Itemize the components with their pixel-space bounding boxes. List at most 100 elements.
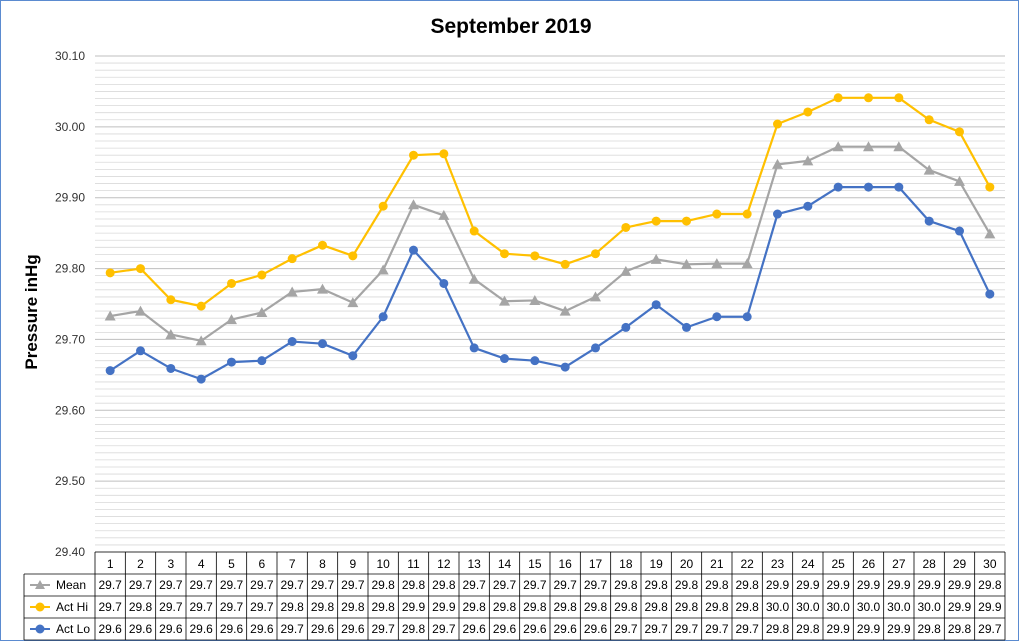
- x-category-label: 29: [953, 557, 967, 571]
- data-point: [317, 283, 328, 294]
- data-point: [620, 265, 632, 276]
- data-point: [923, 164, 935, 175]
- x-category-label: 2: [137, 557, 144, 571]
- data-point: [256, 307, 268, 318]
- data-point: [954, 175, 965, 186]
- table-cell: 29.7: [280, 622, 304, 636]
- data-point: [438, 209, 450, 220]
- data-point: [621, 322, 631, 332]
- table-cell: 29.6: [98, 622, 122, 636]
- table-cell: 29.7: [462, 578, 486, 592]
- table-cell: 29.8: [644, 578, 668, 592]
- data-point: [803, 201, 813, 211]
- data-point: [560, 259, 570, 269]
- data-point: [227, 357, 236, 367]
- data-point: [166, 363, 176, 373]
- data-point: [651, 216, 661, 226]
- data-point: [924, 115, 934, 125]
- legend-label: Act Hi: [56, 600, 88, 614]
- data-point: [742, 209, 752, 219]
- table-cell: 29.7: [280, 578, 304, 592]
- y-tick-label: 29.90: [55, 191, 85, 205]
- table-cell: 29.7: [371, 622, 395, 636]
- x-category-label: 17: [589, 557, 603, 571]
- table-cell: 29.9: [857, 578, 881, 592]
- table-cell: 29.7: [705, 622, 729, 636]
- table-cell: 29.8: [948, 622, 972, 636]
- data-point: [286, 286, 298, 297]
- table-cell: 29.6: [250, 622, 274, 636]
- x-category-label: 8: [319, 557, 326, 571]
- data-point: [742, 312, 752, 322]
- table-cell: 30.0: [766, 600, 790, 614]
- table-cell: 29.9: [432, 600, 456, 614]
- data-point: [651, 300, 661, 310]
- table-cell: 29.8: [371, 578, 395, 592]
- table-cell: 29.7: [159, 600, 183, 614]
- data-point: [287, 337, 297, 347]
- table-cell: 29.6: [341, 622, 365, 636]
- data-point: [500, 249, 509, 259]
- table-cell: 29.8: [129, 600, 153, 614]
- x-category-label: 10: [376, 557, 390, 571]
- table-cell: 29.8: [796, 622, 820, 636]
- data-point: [468, 273, 480, 284]
- x-category-label: 9: [349, 557, 356, 571]
- table-cell: 29.9: [796, 578, 820, 592]
- x-category-label: 20: [680, 557, 694, 571]
- legend-key-marker: [35, 624, 45, 634]
- table-cell: 29.7: [978, 622, 1002, 636]
- data-point: [348, 351, 358, 361]
- data-point: [864, 93, 873, 103]
- table-cell: 29.8: [402, 578, 426, 592]
- data-point: [894, 93, 904, 103]
- data-point: [377, 264, 389, 275]
- legend-label: Act Lo: [56, 622, 90, 636]
- data-point: [530, 251, 540, 261]
- x-category-label: 13: [467, 557, 481, 571]
- x-category-label: 15: [528, 557, 542, 571]
- data-point: [469, 343, 479, 353]
- data-point: [985, 289, 995, 299]
- data-point: [955, 226, 964, 236]
- data-point: [500, 354, 509, 364]
- table-cell: 29.8: [705, 578, 729, 592]
- data-point: [226, 314, 237, 325]
- table-cell: 29.7: [644, 622, 668, 636]
- x-category-label: 6: [258, 557, 265, 571]
- x-category-label: 19: [649, 557, 663, 571]
- gridlines: [95, 55, 1005, 553]
- table-cell: 29.6: [129, 622, 153, 636]
- table-cell: 29.7: [189, 578, 213, 592]
- data-point: [378, 201, 388, 211]
- y-tick-label: 30.10: [55, 49, 85, 63]
- table-cell: 29.8: [402, 622, 426, 636]
- table-cell: 29.6: [523, 622, 547, 636]
- data-point: [833, 182, 843, 192]
- series-line: [109, 145, 991, 342]
- table-cell: 29.9: [857, 622, 881, 636]
- chart-title: September 2019: [430, 15, 591, 38]
- data-point: [318, 339, 327, 349]
- table-cell: 29.9: [887, 578, 911, 592]
- data-point: [196, 301, 206, 311]
- table-cell: 29.8: [675, 578, 699, 592]
- data-point: [529, 294, 541, 305]
- table-cell: 29.7: [220, 578, 244, 592]
- data-point: [136, 346, 145, 356]
- y-tick-label: 29.40: [55, 545, 85, 559]
- data-point: [590, 291, 601, 302]
- data-point: [136, 264, 145, 274]
- x-category-label: 24: [801, 557, 815, 571]
- data-point: [681, 258, 692, 269]
- table-cell: 29.8: [553, 600, 577, 614]
- data-point: [864, 182, 873, 192]
- data-point: [894, 182, 904, 192]
- table-cell: 29.7: [129, 578, 153, 592]
- legend-label: Mean: [56, 578, 86, 592]
- data-table: 1 2 3 4 5 6 7 8 9 10 11 12 13 14 15 16 17 18 19 20 21 22 23 24 2…: [23, 551, 1006, 641]
- data-point: [621, 222, 631, 232]
- data-point: [409, 150, 418, 160]
- data-point: [439, 278, 449, 288]
